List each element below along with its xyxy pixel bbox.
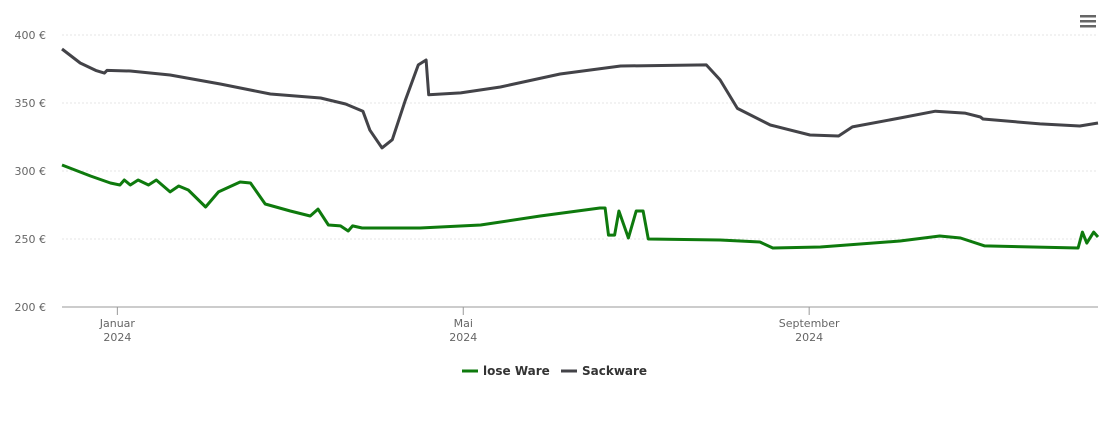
- legend-item[interactable]: lose Ware: [462, 364, 550, 378]
- x-tick-label: Mai 2024: [449, 317, 477, 344]
- y-tick-label: 350 €: [15, 97, 47, 110]
- line: [61, 47, 1099, 150]
- y-tick-label: 300 €: [15, 165, 47, 178]
- legend-label: lose Ware: [483, 364, 550, 378]
- legend-item[interactable]: Sackware: [561, 364, 647, 378]
- y-tick-label: 200 €: [15, 301, 47, 314]
- x-tick-label: Januar 2024: [99, 317, 136, 344]
- line: [61, 163, 1100, 250]
- x-tick-label: September 2024: [779, 317, 840, 344]
- menu-icon[interactable]: [1080, 15, 1096, 28]
- legend-label: Sackware: [582, 364, 647, 378]
- y-tick-label: 250 €: [15, 233, 47, 246]
- y-tick-label: 400 €: [15, 29, 47, 42]
